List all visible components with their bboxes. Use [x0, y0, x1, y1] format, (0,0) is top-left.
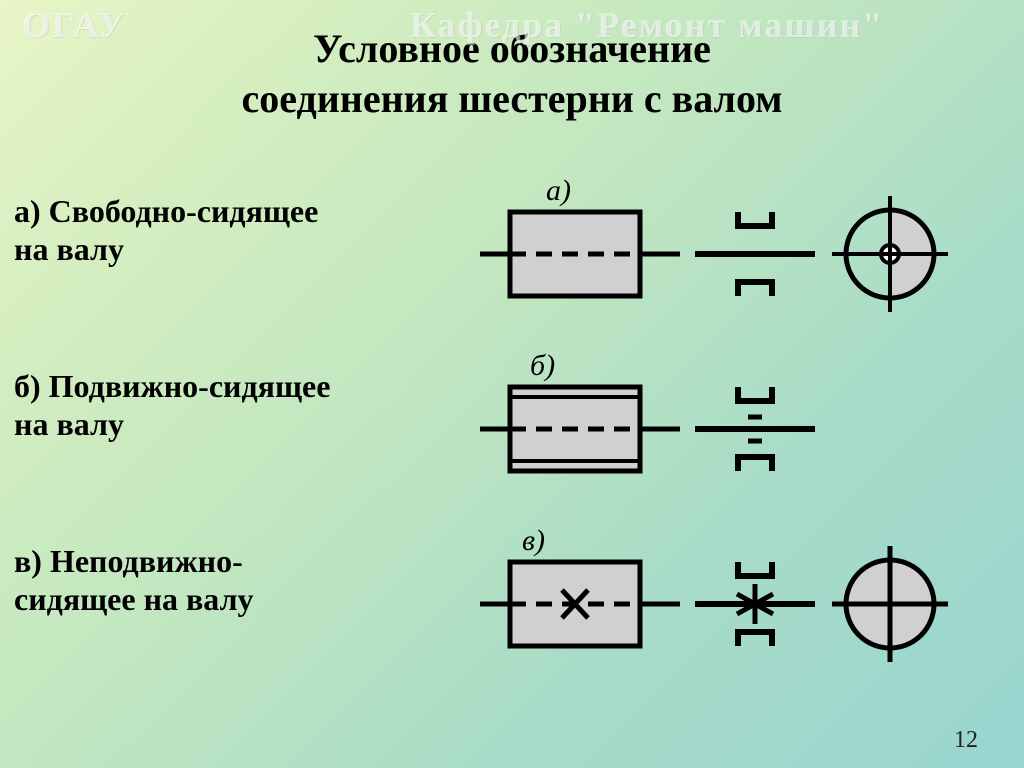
row-a: а) Свободно-сидящее на валу а): [0, 162, 1024, 332]
title-line1: Условное обозначение: [0, 24, 1024, 74]
label-a-line2: на валу: [14, 231, 124, 267]
label-a-line1: а) Свободно-сидящее: [14, 193, 318, 229]
row-v: в) Неподвижно- сидящее на валу в): [0, 512, 1024, 682]
page-number: 12: [954, 727, 978, 754]
diagram-a-svg: а): [470, 162, 1010, 332]
label-b-line2: на валу: [14, 406, 124, 442]
label-a: а) Свободно-сидящее на валу: [14, 192, 434, 269]
label-b-line1: б) Подвижно-сидящее: [14, 368, 330, 404]
diagram-v-svg: в): [470, 512, 1010, 682]
page-title: Условное обозначение соединения шестерни…: [0, 0, 1024, 124]
row-b: б) Подвижно-сидящее на валу б): [0, 337, 1024, 507]
diagram-a: а): [470, 162, 1010, 332]
title-line2: соединения шестерни с валом: [0, 74, 1024, 124]
label-v: в) Неподвижно- сидящее на валу: [14, 542, 434, 619]
label-v-line1: в) Неподвижно-: [14, 543, 243, 579]
diagram-b-letter: б): [530, 349, 555, 382]
diagram-v-letter: в): [522, 524, 545, 557]
label-b: б) Подвижно-сидящее на валу: [14, 367, 434, 444]
diagram-b-svg: б): [470, 337, 1010, 507]
diagram-v: в): [470, 512, 1010, 682]
diagram-b: б): [470, 337, 1010, 507]
diagram-a-endview: [832, 196, 948, 312]
diagram-v-endview: [832, 546, 948, 662]
label-v-line2: сидящее на валу: [14, 581, 254, 617]
diagram-a-letter: а): [546, 174, 571, 207]
content-area: а) Свободно-сидящее на валу а): [0, 142, 1024, 702]
